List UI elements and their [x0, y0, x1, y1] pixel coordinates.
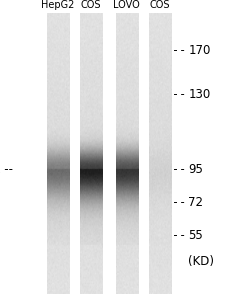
- Text: (KD): (KD): [188, 254, 214, 268]
- Text: 72: 72: [188, 196, 203, 209]
- Text: 130: 130: [188, 88, 211, 101]
- Text: COS: COS: [150, 1, 170, 10]
- Text: --: --: [172, 44, 186, 58]
- Text: --: --: [172, 88, 186, 101]
- Text: 55: 55: [188, 229, 203, 242]
- Text: 170: 170: [188, 44, 211, 58]
- Text: --: --: [172, 196, 186, 209]
- Text: --: --: [172, 163, 186, 176]
- Text: IR --: IR --: [0, 163, 13, 176]
- Text: COS: COS: [81, 1, 101, 10]
- Text: LOVO: LOVO: [114, 1, 140, 10]
- Text: --: --: [172, 229, 186, 242]
- Text: HepG2: HepG2: [41, 1, 75, 10]
- Text: 95: 95: [188, 163, 203, 176]
